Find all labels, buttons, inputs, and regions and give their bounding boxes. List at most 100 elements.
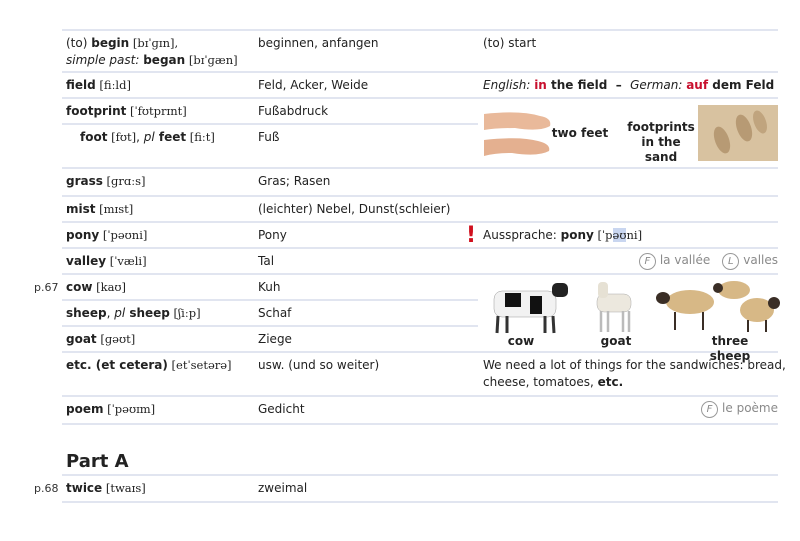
translation: Tal: [258, 254, 275, 268]
note: English: in the field – German: auf dem …: [483, 77, 774, 94]
cognate-word: le poème: [722, 401, 778, 415]
translation: usw. (und so weiter): [258, 358, 380, 372]
text-line: foot [fʊt], pl feet [fiːt]: [80, 129, 215, 146]
text-segment: grass: [66, 174, 103, 188]
text-segment: in: [534, 78, 547, 92]
text-segment: footprint: [66, 104, 127, 118]
translation: Schaf: [258, 306, 292, 320]
alert-icon: !: [466, 223, 477, 248]
text-line: (to) start: [483, 35, 536, 52]
text-segment: [bɪˈɡɪn],: [129, 36, 179, 50]
text-segment: [mɪst]: [95, 202, 134, 216]
text-segment: ,: [136, 130, 144, 144]
text-segment: pl: [143, 130, 155, 144]
headword: twice [twaɪs]: [66, 480, 146, 497]
note: (to) start: [483, 35, 536, 52]
headword: grass [ɡrɑːs]: [66, 173, 146, 190]
text-segment: [fʊt]: [107, 130, 137, 144]
text-line: (to) begin [bɪˈɡɪn],: [66, 35, 238, 52]
text-line: cow [kaʊ]: [66, 279, 126, 296]
page-ref: p.68: [34, 482, 59, 495]
text-line: twice [twaɪs]: [66, 480, 146, 497]
text-segment: (to): [66, 36, 92, 50]
text-segment: simple past:: [66, 53, 144, 67]
text-line: sheep, pl sheep [ʃiːp]: [66, 305, 201, 322]
note: We need a lot of things for the sandwich…: [483, 357, 786, 391]
language-icon: L: [722, 253, 740, 270]
text-segment: [ˈpəʊɪm]: [103, 402, 156, 416]
translation: Gedicht: [258, 402, 305, 416]
cow-image: [493, 283, 568, 334]
headword: (to) begin [bɪˈɡɪn], simple past: began […: [66, 35, 238, 69]
text-segment: [ˈfʊtprɪnt]: [126, 104, 187, 118]
language-icon: F: [701, 401, 719, 418]
translation: (leichter) Nebel, Dunst(schleier): [258, 202, 451, 216]
sheep-image: [656, 281, 780, 332]
text-segment: pony: [66, 228, 100, 242]
text-segment: [fiːt]: [186, 130, 215, 144]
text-segment: etc.: [597, 375, 624, 389]
text-segment: goat: [66, 332, 97, 346]
text-segment: [ˈvæli]: [106, 254, 147, 268]
text-line: We need a lot of things for the sandwich…: [483, 357, 786, 374]
image-label: footprints in the sand: [627, 120, 695, 164]
headword: foot [fʊt], pl feet [fiːt]: [80, 129, 215, 146]
translation: Gras; Rasen: [258, 174, 331, 188]
text-segment: pl: [114, 306, 126, 320]
headword: mist [mɪst]: [66, 201, 133, 218]
text-line: English: in the field – German: auf dem …: [483, 77, 774, 94]
text-line: valley [ˈvæli]: [66, 253, 147, 270]
text-line: Aussprache: pony [ˈpəʊni]: [483, 227, 642, 244]
headword: sheep, pl sheep [ʃiːp]: [66, 305, 201, 322]
text-line: simple past: began [bɪˈɡæn]: [66, 52, 238, 69]
text-segment: [kaʊ]: [92, 280, 127, 294]
text-segment: mist: [66, 202, 96, 216]
cognate-word: valles: [743, 253, 778, 267]
text-segment: [bɪˈɡæn]: [185, 53, 238, 67]
text-segment: German:: [630, 78, 687, 92]
text-segment: [fiːld]: [95, 78, 131, 92]
text-segment: əʊ: [612, 228, 627, 242]
translation: Fuß: [258, 130, 280, 144]
text-segment: [ˈpəʊni]: [99, 228, 148, 242]
image-label: cow: [507, 334, 535, 348]
text-segment: valley: [66, 254, 107, 268]
language-icon: F: [638, 253, 656, 270]
translation: Pony: [258, 228, 287, 242]
text-segment: ,: [106, 306, 115, 320]
text-line: goat [ɡəʊt]: [66, 331, 135, 348]
text-line: poem [ˈpəʊɪm]: [66, 401, 155, 418]
headword: pony [ˈpəʊni]: [66, 227, 147, 244]
text-line: mist [mɪst]: [66, 201, 133, 218]
text-segment: twice: [66, 481, 103, 495]
text-segment: etc. (et cetera): [66, 358, 168, 372]
translation: Ziege: [258, 332, 292, 346]
text-segment: poem: [66, 402, 104, 416]
image-label: two feet: [551, 126, 609, 140]
text-segment: feet: [154, 130, 187, 144]
text-segment: the field –: [546, 78, 631, 92]
text-segment: sheep: [125, 306, 170, 320]
text-segment: dem Feld: [708, 78, 775, 92]
text-segment: cow: [66, 280, 93, 294]
note: Aussprache: pony [ˈpəʊni]: [483, 227, 642, 244]
text-segment: [ˈp: [593, 228, 613, 242]
page-ref: p.67: [34, 281, 59, 294]
headword: footprint [ˈfʊtprɪnt]: [66, 103, 187, 120]
text-segment: pony: [560, 228, 594, 242]
headword: etc. (et cetera) [etˈsetərə]: [66, 357, 232, 374]
text-segment: began: [143, 53, 186, 67]
text-segment: sheep: [66, 306, 107, 320]
headword: goat [ɡəʊt]: [66, 331, 135, 348]
headword: cow [kaʊ]: [66, 279, 126, 296]
text-line: grass [ɡrɑːs]: [66, 173, 146, 190]
image-label: goat: [600, 334, 632, 348]
text-segment: English:: [483, 78, 535, 92]
text-line: field [fiːld]: [66, 77, 131, 94]
text-segment: [ʃiːp]: [169, 306, 201, 320]
